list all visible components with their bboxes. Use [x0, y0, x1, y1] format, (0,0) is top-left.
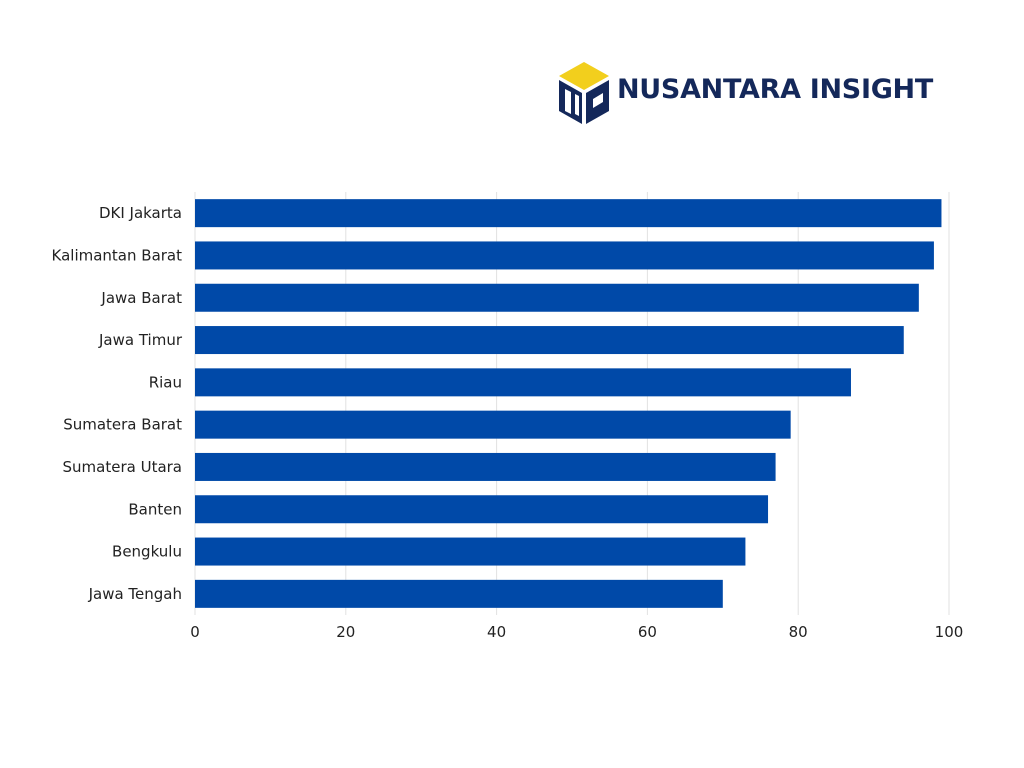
- brand-logo: NUSANTARA INSIGHT: [555, 58, 955, 130]
- category-label: Jawa Tengah: [88, 585, 182, 603]
- x-tick-label: 100: [935, 623, 964, 641]
- x-tick-label: 0: [190, 623, 200, 641]
- x-tick-labels: 0 20 40 60 80 100: [190, 623, 963, 641]
- x-tick-label: 60: [638, 623, 657, 641]
- category-label: Sumatera Utara: [63, 458, 182, 476]
- x-tick-label: 80: [789, 623, 808, 641]
- x-tick-label: 40: [487, 623, 506, 641]
- category-label: Banten: [128, 500, 182, 518]
- category-label: Sumatera Barat: [63, 416, 182, 434]
- bar-riau: [195, 368, 851, 397]
- category-label: Riau: [149, 373, 182, 391]
- category-label: Kalimantan Barat: [52, 246, 183, 264]
- bar-banten: [195, 495, 769, 524]
- brand-name: NUSANTARA INSIGHT: [617, 74, 933, 105]
- bars: [195, 199, 942, 608]
- bar-jawa-barat: [195, 283, 919, 312]
- x-tick-label: 20: [336, 623, 355, 641]
- bar-jawa-tengah: [195, 579, 723, 608]
- bar-sumatera-barat: [195, 410, 791, 439]
- category-labels: DKI Jakarta Kalimantan Barat Jawa Barat Jaw…: [52, 204, 183, 603]
- bar-bengkulu: [195, 537, 746, 566]
- category-label: DKI Jakarta: [99, 204, 182, 222]
- bar-dki-jakarta: [195, 199, 942, 228]
- bar-kalimantan-barat: [195, 241, 934, 270]
- category-label: Jawa Barat: [100, 289, 182, 307]
- category-label: Bengkulu: [112, 543, 182, 561]
- bar-sumatera-utara: [195, 452, 776, 481]
- category-label: Jawa Timur: [98, 331, 183, 349]
- bar-jawa-timur: [195, 326, 904, 355]
- cube-n-logo-icon: [559, 62, 609, 124]
